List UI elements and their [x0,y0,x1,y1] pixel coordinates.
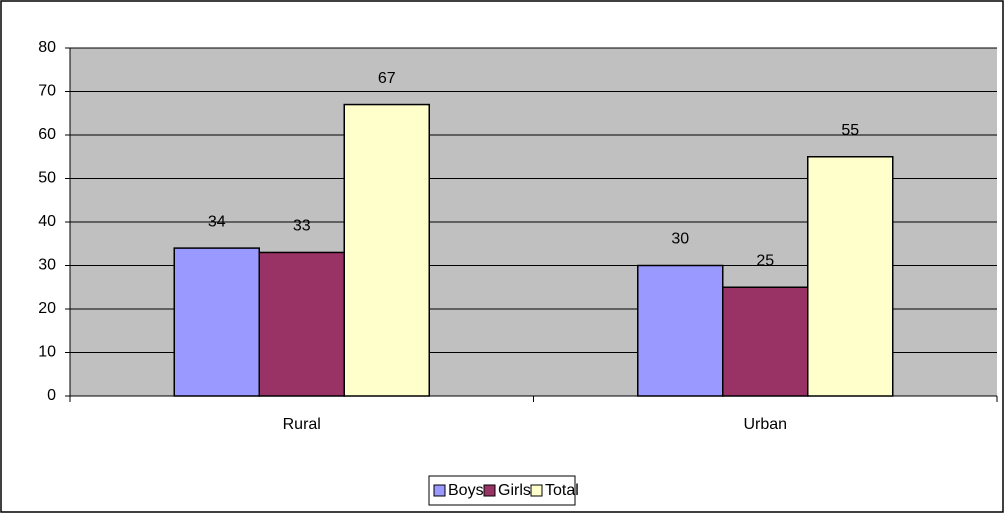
y-tick-label: 60 [38,126,56,143]
x-tick-label: Urban [743,416,787,433]
data-label: 55 [841,122,859,139]
bar [637,264,724,397]
data-label: 30 [671,231,689,248]
y-tick-label: 0 [47,387,56,404]
y-tick-label: 50 [38,170,56,187]
legend-label: Boys [448,482,484,499]
legend-box [428,475,576,506]
y-tick-label: 70 [38,83,56,100]
legend-swatch [483,484,496,497]
y-tick-label: 30 [38,257,56,274]
y-tick-label: 80 [38,39,56,56]
bar [807,156,894,397]
legend-label: Girls [498,482,531,499]
legend-swatch [530,484,543,497]
data-label: 33 [293,218,311,235]
legend-swatch [433,484,446,497]
y-tick-label: 40 [38,213,56,230]
data-label: 25 [756,252,774,269]
x-tick-label: Rural [283,416,321,433]
y-tick-label: 20 [38,300,56,317]
bar [173,247,260,397]
y-tick-label: 10 [38,344,56,361]
bar [722,286,809,397]
bar [343,103,430,397]
data-label: 34 [208,213,226,230]
data-label: 67 [378,70,396,87]
bar [258,251,345,397]
legend-label: Total [545,482,579,499]
